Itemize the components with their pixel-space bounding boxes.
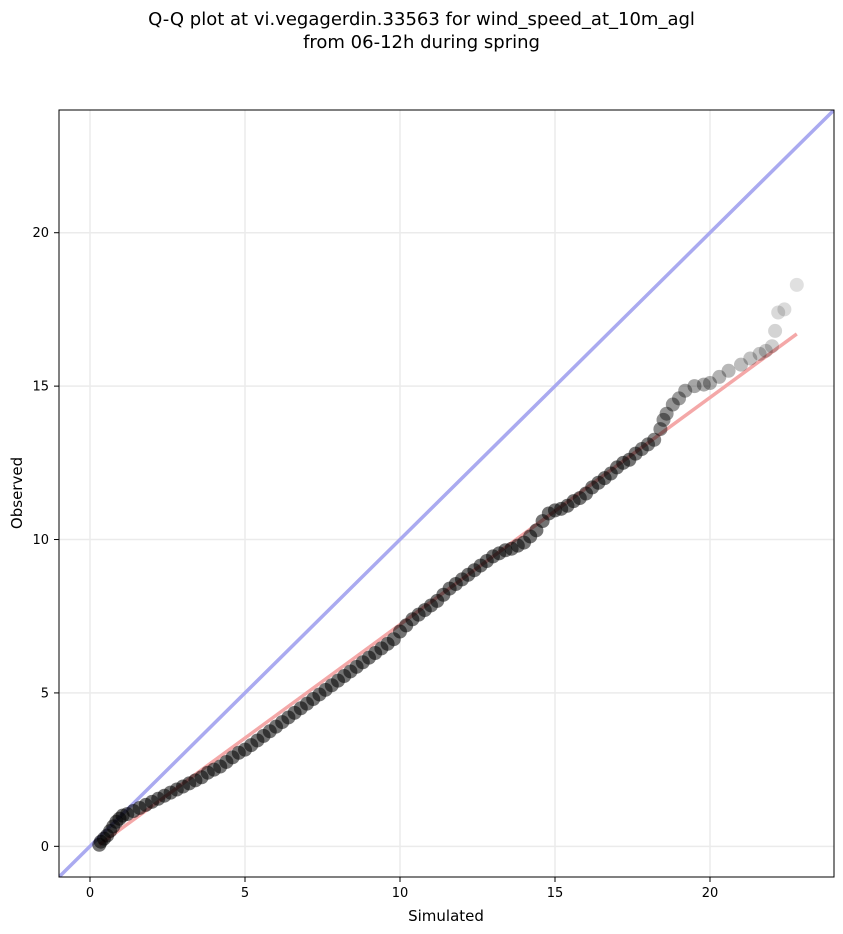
data-point	[678, 383, 693, 398]
data-point	[696, 377, 711, 392]
data-point	[672, 391, 686, 406]
data-point	[653, 422, 668, 437]
data-point	[789, 277, 804, 292]
data-point	[768, 323, 783, 338]
data-point	[703, 376, 717, 391]
x-tick-label: 15	[547, 886, 564, 901]
data-point	[665, 397, 680, 412]
data-point	[721, 363, 736, 378]
x-tick-label: 10	[392, 886, 409, 901]
data-point	[734, 357, 748, 372]
data-point	[758, 343, 773, 358]
data-point	[641, 437, 655, 452]
data-point	[712, 369, 727, 384]
identity-line	[59, 110, 834, 877]
data-point	[647, 432, 662, 447]
axis-ticks: 0 5 10 15 20 0 5 10 15 20	[32, 226, 718, 901]
y-tick-label: 10	[32, 533, 49, 548]
x-tick-label: 20	[702, 886, 719, 901]
y-tick-label: 0	[41, 840, 49, 855]
reference-lines	[59, 110, 834, 877]
data-point	[687, 379, 702, 394]
chart-subtitle: from 06-12h during spring	[303, 32, 540, 53]
data-point	[656, 412, 671, 427]
data-point	[777, 302, 792, 317]
x-tick-label: 0	[86, 886, 94, 901]
plot-frame	[58, 109, 835, 878]
data-point	[659, 406, 674, 421]
data-points	[92, 277, 804, 852]
x-axis-label: Simulated	[408, 907, 484, 925]
data-point	[752, 346, 767, 361]
chart-title: Q-Q plot at vi.vegagerdin.33563 for wind…	[148, 9, 695, 30]
data-point	[743, 351, 758, 366]
chart-title-block: Q-Q plot at vi.vegagerdin.33563 for wind…	[0, 8, 843, 54]
data-point	[765, 339, 779, 354]
y-tick-label: 15	[32, 380, 49, 395]
y-axis-label: Observed	[8, 457, 26, 529]
y-tick-label: 20	[32, 226, 49, 241]
y-tick-label: 5	[41, 686, 49, 701]
data-point	[771, 305, 786, 320]
x-tick-label: 5	[241, 886, 249, 901]
